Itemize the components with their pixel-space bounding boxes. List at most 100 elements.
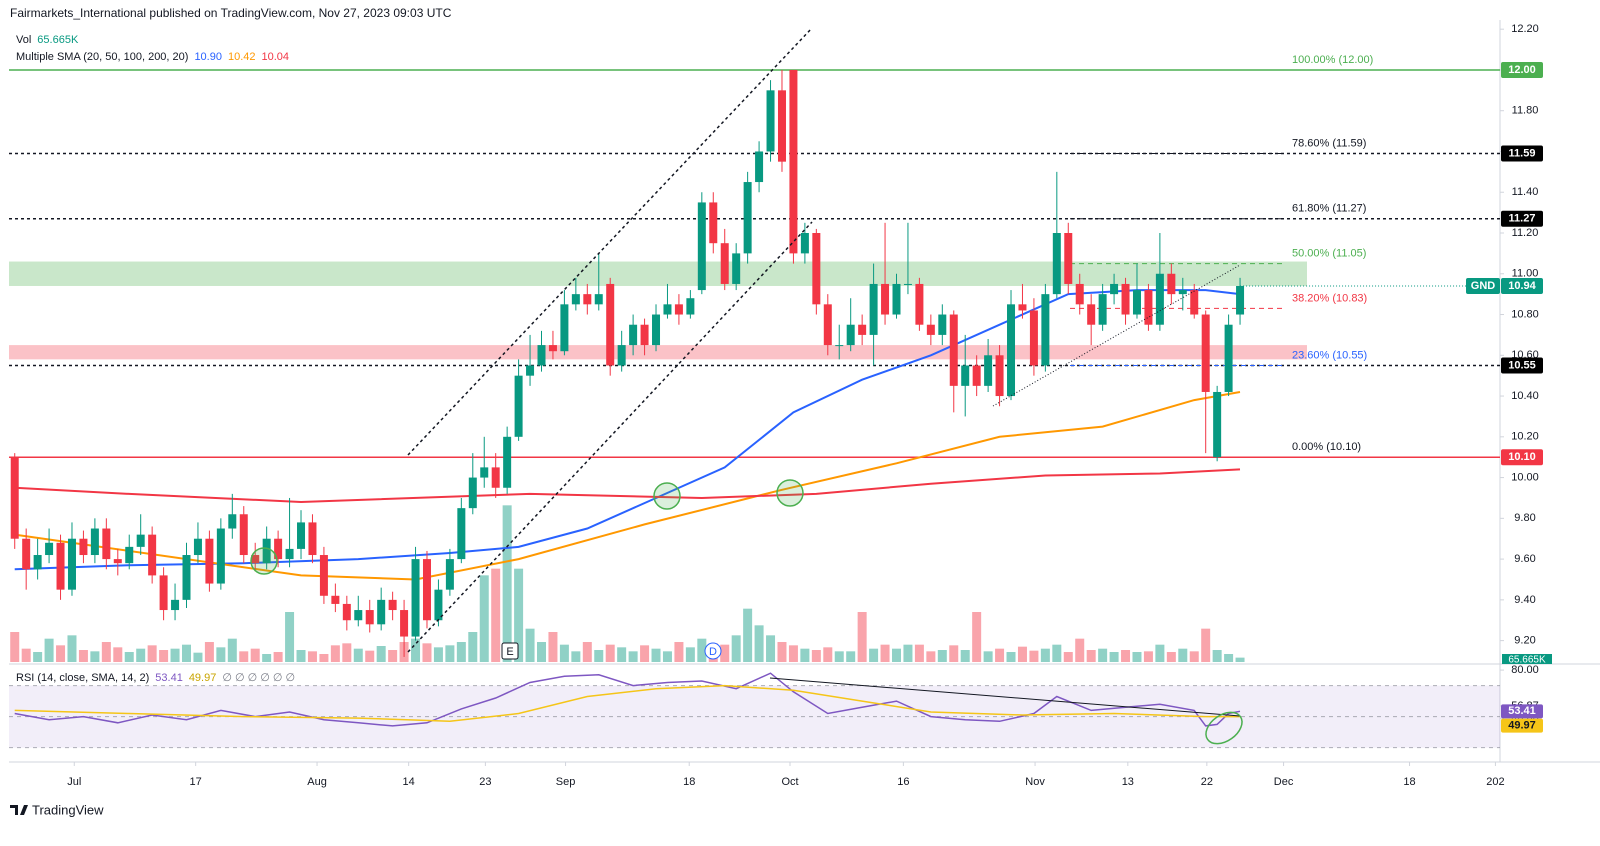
volume-bar	[800, 648, 810, 662]
volume-bar	[204, 642, 214, 662]
candle-body	[90, 528, 99, 556]
candle-body	[823, 304, 832, 346]
candle-body	[491, 467, 500, 488]
event-label: D	[709, 646, 717, 658]
volume-bar	[1075, 638, 1085, 662]
rsi-value-label: 53.41	[1508, 705, 1536, 717]
candle-body	[697, 202, 706, 291]
candle-body	[1029, 310, 1038, 366]
volume-bar	[239, 651, 249, 662]
x-tick-label: Nov	[1025, 776, 1045, 788]
candle-body	[1052, 233, 1061, 295]
legend-value: 53.41	[155, 672, 183, 684]
last-price-box	[1501, 277, 1543, 294]
volume-bar	[1029, 650, 1039, 662]
candle-body	[422, 559, 431, 621]
candle-body	[548, 345, 557, 352]
candle-body	[1110, 283, 1119, 295]
volume-bar	[869, 648, 879, 662]
volume-bar	[78, 650, 88, 662]
volume-bar	[136, 648, 146, 662]
candle-body	[858, 324, 867, 335]
candle-body	[926, 324, 935, 335]
candle-body	[193, 538, 202, 556]
volume-bar	[90, 651, 100, 662]
x-tick-label: Sep	[556, 776, 576, 788]
channel-lower	[407, 221, 813, 653]
candle-body	[777, 90, 786, 162]
candle-body	[1190, 290, 1199, 315]
price-label: 10.10	[1508, 451, 1536, 463]
highlight-ellipse	[1205, 711, 1243, 745]
y-tick-label: 9.80	[1514, 512, 1535, 524]
volume-bar	[273, 652, 283, 662]
candle-body	[125, 546, 134, 564]
rsi-value-box	[1501, 704, 1543, 719]
candle-body	[514, 375, 523, 437]
candle-body	[1064, 233, 1073, 284]
volume-bar	[640, 645, 650, 662]
volume-bar	[960, 650, 970, 662]
volume-bar	[571, 651, 581, 662]
candle-body	[136, 534, 145, 547]
event-marker[interactable]	[704, 642, 722, 660]
candle-body	[617, 345, 626, 366]
volume-bar	[1086, 650, 1096, 662]
candle-body	[720, 243, 729, 284]
header: Fairmarkets_International published on T…	[10, 6, 452, 20]
candle-body	[216, 528, 225, 584]
volume-bar	[376, 646, 386, 662]
volume-bar	[995, 648, 1005, 662]
candle-body	[33, 555, 42, 570]
candle-body	[79, 538, 88, 556]
volume-bar	[1143, 651, 1153, 662]
candle-body	[1087, 304, 1096, 325]
volume-bar	[1109, 652, 1119, 662]
rsi-tick-label: 80.00	[1511, 664, 1539, 676]
y-tick-label: 10.00	[1511, 471, 1539, 483]
volume-bar	[754, 625, 764, 662]
volume-bar	[307, 651, 317, 662]
candle-body	[503, 436, 512, 488]
candle-body	[995, 355, 1004, 397]
candle-body	[411, 559, 420, 637]
rsi-line	[14, 672, 1241, 727]
candle-body	[434, 589, 443, 621]
candle-body	[113, 559, 122, 564]
volume-bar	[903, 644, 913, 662]
x-tick-label: 17	[190, 776, 202, 788]
volume-bar	[1098, 648, 1108, 662]
candle-body	[1144, 290, 1153, 325]
candle-body	[1213, 391, 1222, 458]
legend-value: 10.42	[228, 51, 256, 63]
volume-bar	[594, 650, 604, 662]
volume-bar	[365, 650, 375, 662]
volume-bar	[193, 652, 203, 662]
candle-body	[1132, 290, 1141, 315]
candle-body	[571, 294, 580, 305]
volume-bar	[159, 650, 169, 662]
price-label: 11.27	[1509, 213, 1536, 225]
candle-body	[674, 304, 683, 315]
candle-body	[972, 365, 981, 386]
candle-body	[881, 283, 890, 315]
candle-body	[354, 610, 363, 621]
volume-bar	[880, 644, 890, 662]
sma-line	[14, 391, 1241, 581]
fib-label: 61.80% (11.27)	[1292, 203, 1366, 215]
price-label-box	[1501, 210, 1543, 227]
y-tick-label: 11.40	[1512, 186, 1539, 198]
volume-bar	[846, 651, 856, 662]
volume-bar	[250, 648, 260, 662]
volume-bar	[628, 651, 638, 662]
y-tick-label: 11.20	[1512, 227, 1539, 239]
candle-body	[652, 314, 661, 346]
volume-bar	[388, 650, 398, 662]
event-marker[interactable]	[501, 642, 519, 660]
candle-body	[251, 555, 260, 564]
candle-body	[1098, 294, 1107, 325]
highlight-circle	[776, 479, 804, 507]
y-tick-label: 10.20	[1511, 431, 1539, 443]
candle-body	[1075, 283, 1084, 305]
